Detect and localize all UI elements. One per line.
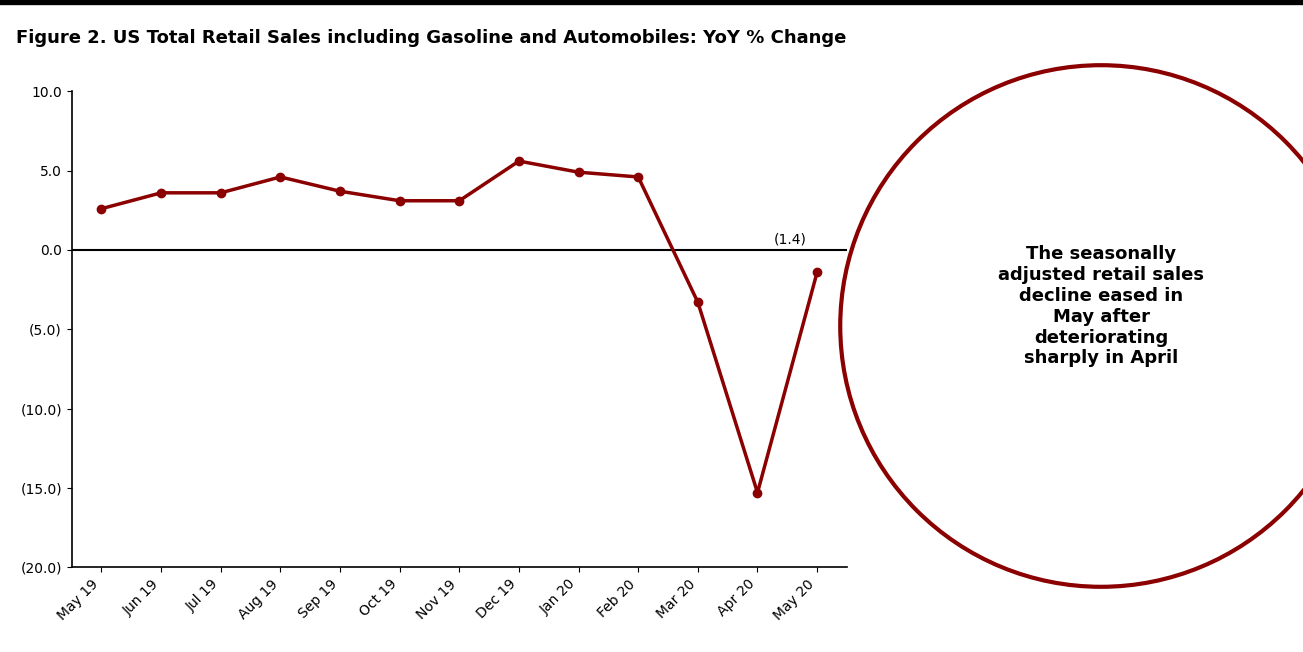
Text: (1.4): (1.4)	[774, 233, 807, 246]
Text: Figure 2. US Total Retail Sales including Gasoline and Automobiles: YoY % Change: Figure 2. US Total Retail Sales includin…	[16, 29, 846, 48]
Text: The seasonally
adjusted retail sales
decline eased in
May after
deteriorating
sh: The seasonally adjusted retail sales dec…	[998, 245, 1204, 368]
